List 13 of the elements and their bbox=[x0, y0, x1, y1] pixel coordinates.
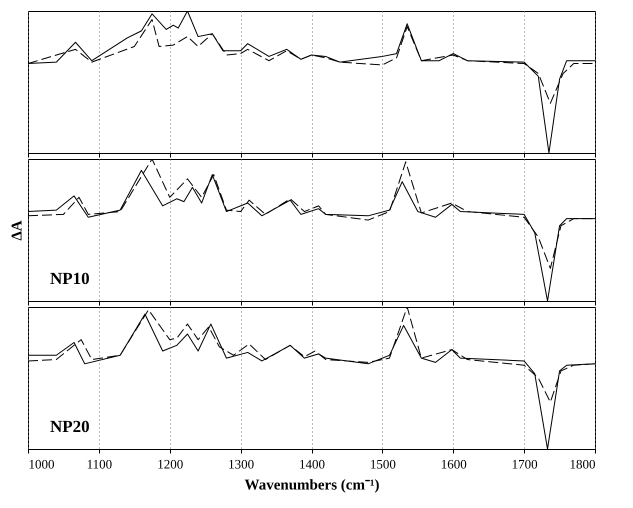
x-tick-label: 1400 bbox=[299, 456, 325, 472]
x-axis-title: Wavenumbers (cm⁻¹) bbox=[244, 478, 380, 494]
annotation: NP10 bbox=[50, 269, 90, 288]
annotation: NP20 bbox=[50, 417, 90, 436]
x-tick-label: 1300 bbox=[228, 456, 254, 472]
x-tick-label: 1000 bbox=[28, 456, 54, 472]
y-axis-title: ΔA bbox=[10, 220, 26, 241]
x-tick-label: 1200 bbox=[157, 456, 184, 472]
x-tick-label: 1800 bbox=[570, 456, 596, 472]
x-tick-label: 1700 bbox=[512, 456, 538, 472]
x-tick-label: 1100 bbox=[86, 456, 112, 472]
x-tick-label: 1600 bbox=[440, 456, 467, 472]
x-tick-label: 1500 bbox=[370, 456, 396, 472]
